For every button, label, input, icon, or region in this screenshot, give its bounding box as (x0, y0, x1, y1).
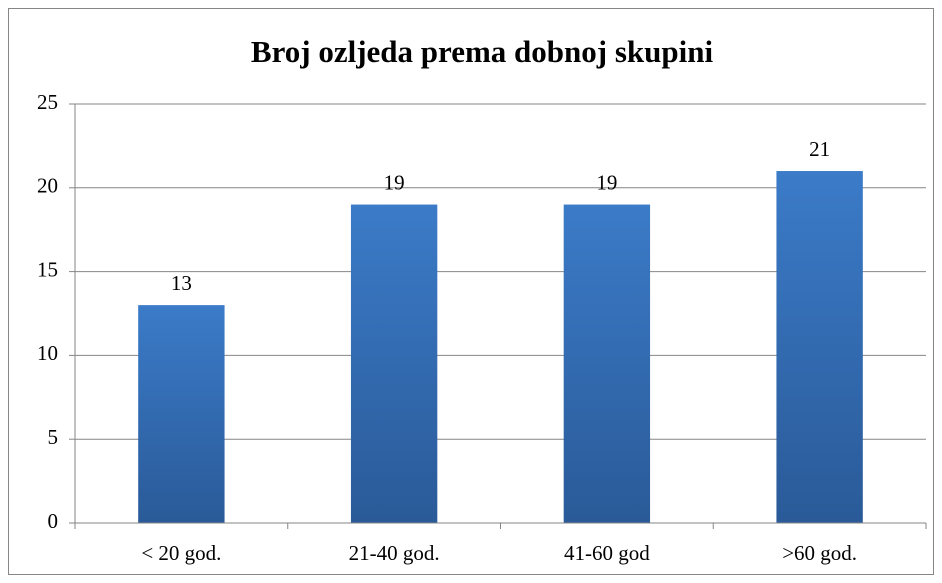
x-tick-label: 41-60 god (564, 541, 650, 565)
bar (138, 305, 225, 523)
y-tick-label: 15 (37, 257, 58, 281)
x-tick-label: >60 god. (782, 541, 857, 565)
y-tick-label: 20 (37, 174, 58, 198)
bar (563, 204, 651, 523)
bar (350, 204, 438, 523)
y-tick-label: 5 (48, 425, 59, 449)
y-tick-label: 10 (37, 341, 58, 365)
y-tick-label: 25 (37, 90, 58, 114)
chart-title: Broj ozljeda prema dobnoj skupini (251, 34, 714, 69)
data-label: 13 (171, 271, 192, 295)
y-tick-label: 0 (48, 509, 59, 533)
bar (776, 171, 863, 524)
x-tick-label: < 20 god. (141, 541, 221, 565)
data-label: 21 (809, 137, 830, 161)
x-tick-label: 21-40 god. (349, 541, 440, 565)
data-label: 19 (384, 170, 405, 194)
data-label: 19 (596, 170, 617, 194)
